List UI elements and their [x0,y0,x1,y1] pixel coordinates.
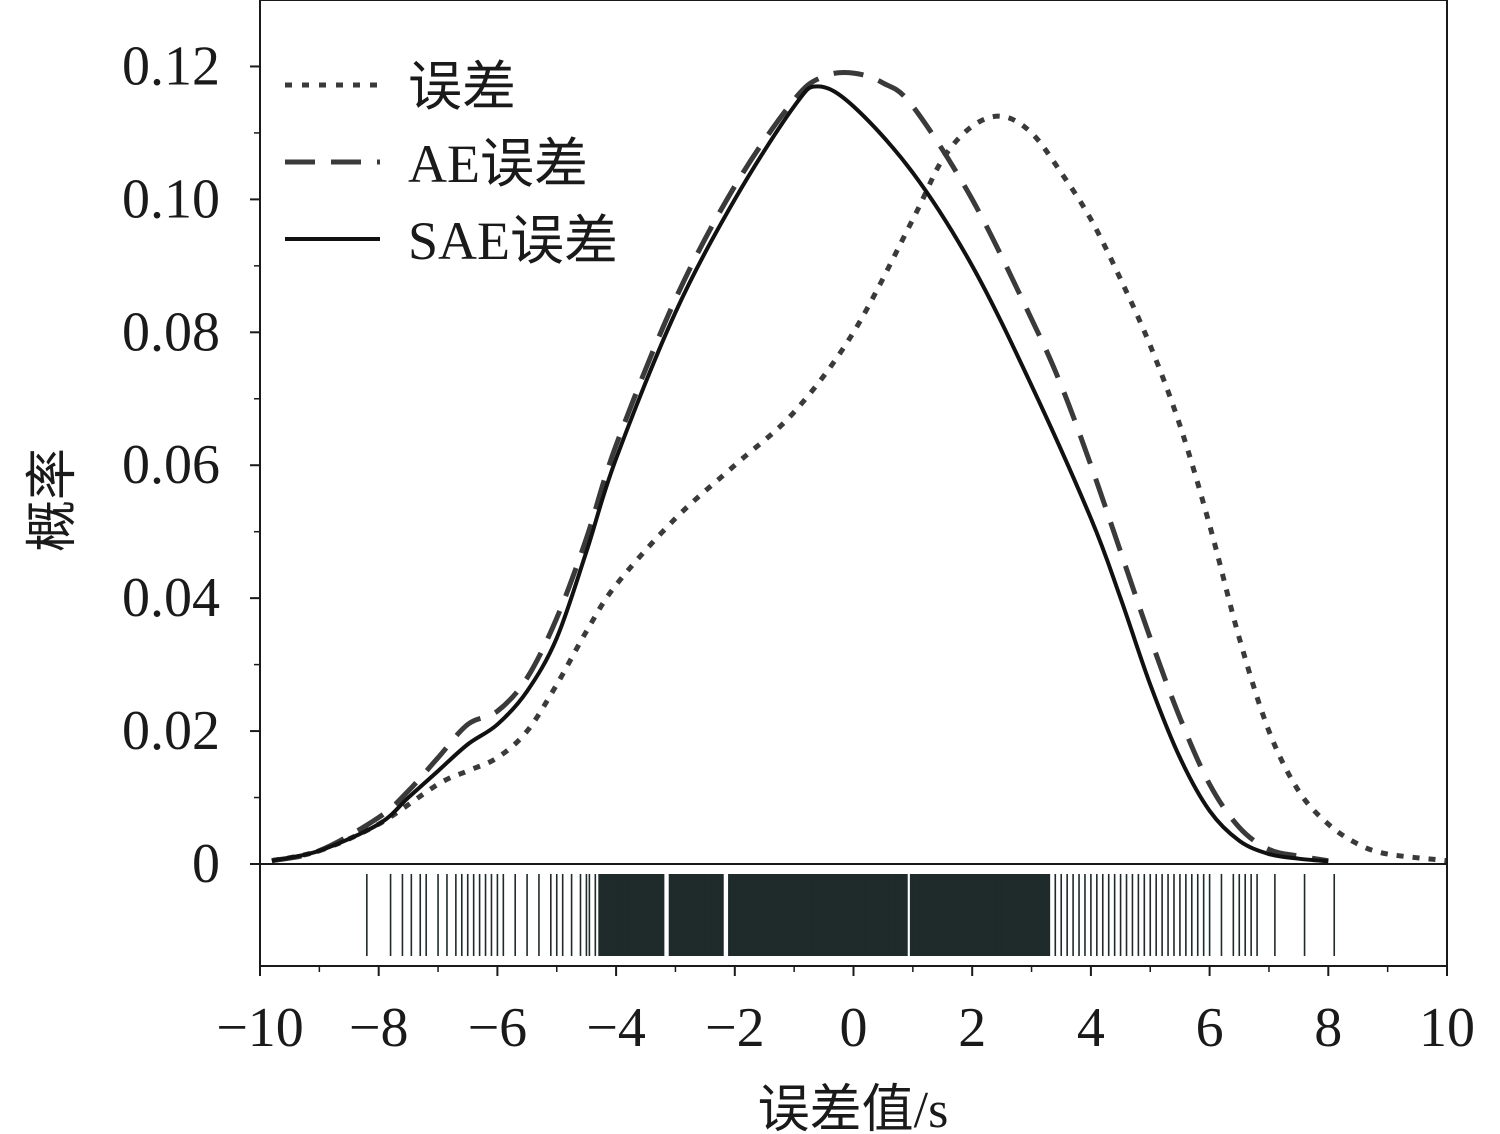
legend-label-1: AE误差 [408,134,588,194]
x-tick-label-5: 0 [840,997,868,1059]
series-line-1 [271,70,1329,864]
x-tick-label-9: 8 [1314,997,1342,1059]
series-line-2 [271,84,1329,864]
y-tick-label-5: 0.10 [122,168,220,230]
y-tick-label-3: 0.06 [122,434,220,496]
legend-label-2: SAE误差 [408,211,618,271]
x-tick-label-4: −2 [705,997,765,1059]
x-tick-label-1: −8 [349,997,409,1059]
x-tick-label-10: 10 [1419,997,1475,1059]
plot-area [271,70,1448,864]
legend-label-0: 误差 [408,57,516,117]
x-tick-label-2: −6 [468,997,528,1059]
axes: 0 0.02 0.04 0.06 0.08 0.10 0.12 −10 −8 −6 −4 −2 0 2 4 6… [122,0,1475,1059]
y-tick-label-6: 0.12 [122,35,220,97]
y-axis-label: 概率 [25,448,82,552]
x-axis-label: 误差值/s [758,1082,949,1134]
x-tick-label-3: −4 [586,997,646,1059]
y-tick-label-2: 0.04 [122,567,220,629]
rug-band-0 [598,874,664,956]
x-tick-label-7: 4 [1077,997,1105,1059]
x-tick-label-6: 2 [958,997,986,1059]
y-tick-label-1: 0.02 [122,700,220,762]
y-tick-label-0: 0 [192,833,220,895]
x-tick-label-8: 6 [1196,997,1224,1059]
rug-plot [366,874,1336,956]
y-tick-label-4: 0.08 [122,301,220,363]
legend: 误差 AE误差 SAE误差 [285,57,618,271]
rug-band-1 [669,874,723,956]
x-tick-label-0: −10 [216,997,304,1059]
series-line-0 [271,113,1448,864]
